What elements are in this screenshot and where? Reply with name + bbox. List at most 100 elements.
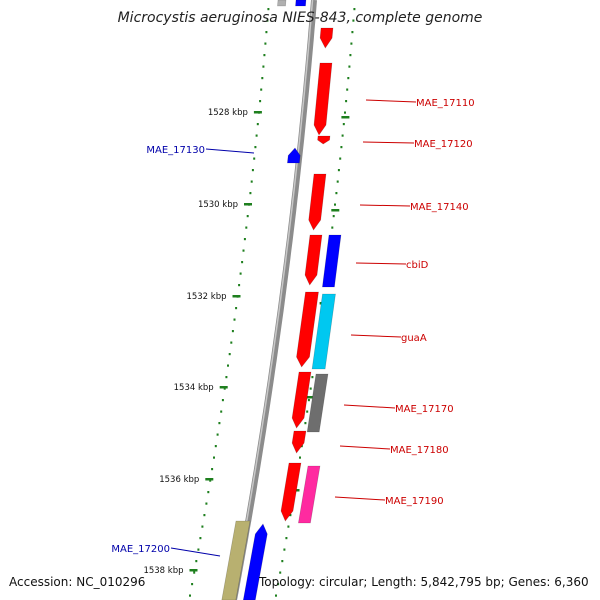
gene-label-mae-17110[interactable]: MAE_17110	[416, 98, 475, 109]
tick-mark-inner	[220, 410, 223, 413]
kbp-major-tick	[219, 386, 228, 389]
tick-mark-outer	[340, 146, 343, 149]
tick-mark-inner	[242, 249, 245, 252]
tick-mark-outer	[307, 399, 310, 402]
gene-feature-cyan-guaa[interactable]	[311, 293, 336, 370]
tick-mark-inner	[239, 272, 242, 275]
gene-feature-mae-17170[interactable]	[291, 371, 312, 429]
gene-label-guaa[interactable]: guaA	[401, 333, 427, 344]
gene-label-mae-17140[interactable]: MAE_17140	[410, 202, 469, 213]
gene-callout-line	[365, 99, 417, 103]
outer-major-tick	[341, 116, 350, 119]
gene-feature-mae-17120[interactable]	[317, 135, 331, 145]
gene-feature-blue-bottom[interactable]	[242, 523, 268, 600]
topology-text: Topology: circular; Length: 5,842,795 bp…	[259, 575, 589, 589]
tick-marks-inner	[189, 8, 270, 597]
tick-mark-inner	[207, 491, 210, 494]
gene-feature-blue-top[interactable]	[295, 0, 307, 7]
tick-mark-inner	[201, 525, 204, 528]
tick-mark-outer	[275, 594, 277, 597]
backbone-highlight	[231, 0, 314, 600]
tick-mark-outer	[351, 31, 354, 34]
tick-mark-inner	[266, 19, 269, 22]
tick-mark-inner	[203, 514, 206, 517]
tick-mark-outer	[300, 445, 303, 448]
gene-feature-mae-17200[interactable]	[221, 520, 251, 600]
tick-mark-inner	[230, 341, 233, 344]
backbone-line	[231, 0, 317, 600]
gene-feature-guaa[interactable]	[296, 291, 319, 368]
tick-mark-inner	[231, 330, 234, 333]
tick-mark-outer	[281, 560, 284, 563]
tick-mark-inner	[228, 353, 231, 356]
tick-mark-inner	[213, 456, 215, 459]
tick-mark-inner	[262, 65, 265, 68]
tick-mark-outer	[346, 88, 349, 91]
tick-mark-outer	[287, 525, 290, 528]
tick-mark-outer	[341, 134, 344, 137]
gene-feature-mae-17110[interactable]	[313, 62, 333, 136]
gene-feature-mae-17140[interactable]	[308, 173, 327, 231]
tick-mark-inner	[191, 583, 194, 586]
kbp-label: 1530 kbp	[198, 200, 238, 210]
tick-mark-outer	[353, 8, 356, 11]
gene-label-mae-17180[interactable]: MAE_17180	[390, 445, 449, 456]
outer-major-tick	[331, 209, 340, 212]
gene-label-cbid[interactable]: cbiD	[406, 260, 429, 271]
gene-feature-magenta[interactable]	[298, 465, 321, 524]
tick-mark-outer	[311, 376, 314, 379]
tick-mark-inner	[209, 479, 212, 482]
tick-mark-inner	[223, 387, 226, 390]
gene-feature-mae-17190[interactable]	[280, 462, 302, 522]
gene-feature-blue-cbid[interactable]	[322, 234, 342, 288]
tick-mark-inner	[218, 422, 221, 425]
tick-mark-outer	[345, 100, 348, 103]
gene-label-mae-17200[interactable]: MAE_17200	[111, 544, 170, 555]
tick-mark-inner	[245, 226, 248, 229]
gene-callout-line	[362, 141, 415, 144]
genome-backbone	[231, 0, 317, 600]
tick-mark-inner	[254, 146, 257, 149]
gene-feature-gray-top[interactable]	[277, 0, 287, 7]
gene-label-mae-17130[interactable]: MAE_17130	[146, 145, 205, 156]
tick-mark-inner	[261, 77, 264, 80]
kbp-major-tick	[189, 569, 198, 572]
tick-mark-inner	[233, 318, 236, 321]
gene-features	[221, 0, 342, 600]
tick-mark-inner	[189, 594, 191, 597]
map-title: Microcystis aeruginosa NIES-843, complet…	[117, 10, 483, 26]
tick-mark-outer	[309, 387, 312, 390]
tick-mark-inner	[250, 180, 253, 183]
tick-mark-outer	[306, 410, 309, 413]
gene-feature-gray[interactable]	[306, 373, 329, 433]
gene-label-callouts: MAE_17110 MAE_17120 MAE_17130 MAE_17140 cbiD…	[111, 98, 475, 557]
tick-mark-inner	[264, 42, 267, 45]
tick-mark-outer	[349, 54, 352, 57]
tick-mark-inner	[259, 100, 262, 103]
gene-feature-red-top[interactable]	[319, 27, 334, 49]
tick-mark-inner	[199, 537, 202, 540]
gene-feature-cbid[interactable]	[304, 234, 323, 286]
gene-feature-mae-17130[interactable]	[287, 147, 301, 164]
tick-mark-inner	[211, 468, 214, 471]
tick-mark-inner	[253, 157, 256, 160]
tick-mark-outer	[334, 203, 336, 206]
kbp-label: 1538 kbp	[143, 566, 183, 576]
tick-mark-inner	[241, 261, 244, 264]
tick-mark-outer	[277, 583, 280, 586]
tick-mark-outer	[331, 226, 334, 229]
tick-mark-outer	[352, 19, 355, 22]
tick-mark-inner	[267, 8, 270, 11]
gene-label-mae-17170[interactable]: MAE_17170	[395, 404, 454, 415]
tick-mark-outer	[304, 422, 307, 425]
gene-callout-line	[343, 404, 396, 409]
tick-mark-inner	[221, 399, 224, 402]
gene-label-mae-17120[interactable]: MAE_17120	[414, 139, 473, 150]
tick-mark-outer	[332, 215, 335, 218]
gene-feature-mae-17180[interactable]	[291, 430, 307, 454]
tick-mark-outer	[337, 169, 340, 172]
gene-callout-line	[339, 445, 391, 450]
tick-mark-outer	[279, 571, 282, 574]
gene-label-mae-17190[interactable]: MAE_17190	[385, 496, 444, 507]
